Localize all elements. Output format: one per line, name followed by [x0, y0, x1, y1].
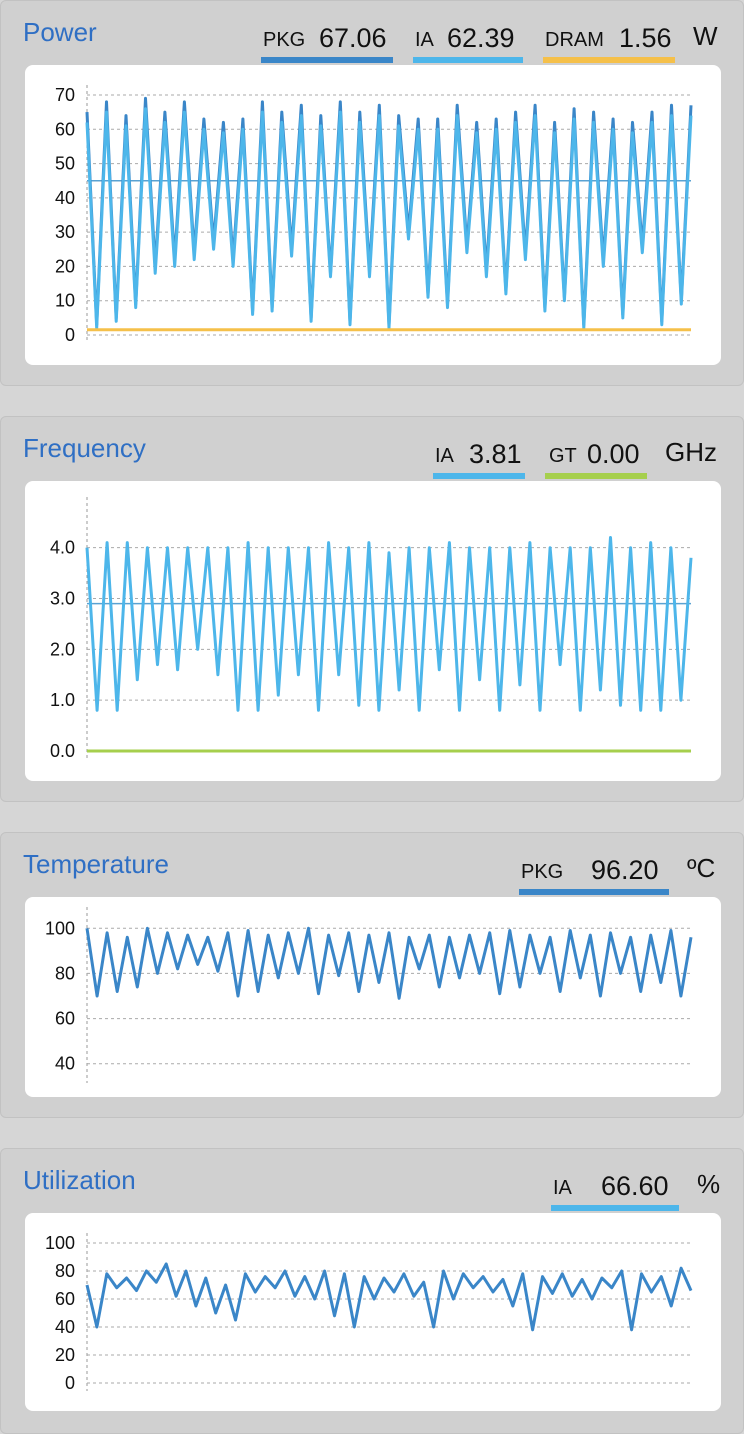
- legend-gt: GT 0.00: [545, 439, 647, 479]
- legend-pkg: PKG 67.06: [261, 23, 393, 63]
- y-tick-label: 3.0: [50, 589, 75, 609]
- series-line-ia: [85, 536, 693, 712]
- y-tick-label: 40: [55, 1054, 75, 1074]
- y-tick-label: 50: [55, 154, 75, 174]
- y-tick-label: 60: [55, 1289, 75, 1309]
- temperature-unit: ºC: [687, 853, 716, 883]
- y-tick-label: 70: [55, 85, 75, 105]
- legend-ia: IA 3.81: [433, 439, 525, 479]
- legend-label: PKG: [263, 29, 306, 51]
- legend-label: PKG: [521, 861, 564, 883]
- y-tick-label: 0.0: [50, 741, 75, 761]
- y-tick-label: 0: [65, 325, 75, 345]
- utilization-unit: %: [697, 1169, 721, 1199]
- y-tick-label: 2.0: [50, 639, 75, 659]
- utilization-panel: Utilization IA 66.60 % 0 20 40 60 80 100: [0, 1148, 744, 1434]
- temperature-chart-svg: 40 60 80 100: [45, 907, 693, 1083]
- power-chart-svg: 0 10 20 30 40 50 60 70: [55, 85, 693, 345]
- legend-label: GT: [549, 445, 577, 467]
- y-tick-label: 100: [45, 1233, 75, 1253]
- frequency-unit: GHz: [665, 437, 717, 467]
- power-chart: 0 10 20 30 40 50 60 70: [25, 65, 721, 365]
- y-tick-label: 20: [55, 256, 75, 276]
- legend-value: 1.56: [619, 23, 672, 53]
- y-tick-label: 60: [55, 119, 75, 139]
- series-line-ia: [85, 1262, 693, 1332]
- y-tick-label: 1.0: [50, 690, 75, 710]
- y-tick-label: 40: [55, 188, 75, 208]
- legend-color-bar: [413, 57, 523, 63]
- y-tick-label: 80: [55, 963, 75, 983]
- legend-value: 0.00: [587, 439, 640, 469]
- y-tick-label: 4.0: [50, 538, 75, 558]
- temperature-title: Temperature: [23, 849, 169, 879]
- legend-ia: IA 62.39: [413, 23, 523, 63]
- frequency-chart-svg: 0.0 1.0 2.0 3.0 4.0: [50, 497, 693, 761]
- series-line-ia: [85, 107, 693, 330]
- power-unit: W: [693, 21, 718, 51]
- legend-value: 3.81: [469, 439, 522, 469]
- legend-color-bar: [543, 57, 675, 63]
- legend-ia: IA 66.60: [551, 1171, 679, 1211]
- legend-label: IA: [435, 445, 454, 467]
- temperature-chart: 40 60 80 100: [25, 897, 721, 1097]
- y-tick-label: 10: [55, 291, 75, 311]
- utilization-chart: 0 20 40 60 80 100: [25, 1213, 721, 1411]
- legend-label: DRAM: [545, 29, 604, 51]
- power-panel: Power PKG 67.06 IA 62.39 DRAM 1.56 W 0 10…: [0, 0, 744, 386]
- frequency-title: Frequency: [23, 433, 146, 463]
- y-tick-label: 30: [55, 222, 75, 242]
- y-tick-label: 100: [45, 918, 75, 938]
- frequency-panel: Frequency IA 3.81 GT 0.00 GHz 0.0 1.0 2.0 3…: [0, 416, 744, 802]
- legend-value: 67.06: [319, 23, 387, 53]
- y-tick-label: 0: [65, 1373, 75, 1393]
- y-tick-label: 20: [55, 1345, 75, 1365]
- legend-pkg: PKG 96.20: [519, 855, 669, 895]
- y-tick-label: 60: [55, 1009, 75, 1029]
- frequency-chart: 0.0 1.0 2.0 3.0 4.0: [25, 481, 721, 781]
- legend-label: IA: [415, 29, 434, 51]
- utilization-title: Utilization: [23, 1165, 136, 1195]
- legend-color-bar: [261, 57, 393, 63]
- utilization-chart-svg: 0 20 40 60 80 100: [45, 1233, 693, 1393]
- legend-color-bar: [519, 889, 669, 895]
- legend-value: 96.20: [591, 855, 659, 885]
- y-tick-label: 40: [55, 1317, 75, 1337]
- legend-dram: DRAM 1.56: [543, 23, 675, 63]
- temperature-panel: Temperature PKG 96.20 ºC 40 60 80 100: [0, 832, 744, 1118]
- legend-value: 66.60: [601, 1171, 669, 1201]
- series-line-pkg: [85, 926, 693, 1000]
- legend-color-bar: [551, 1205, 679, 1211]
- power-title: Power: [23, 17, 97, 47]
- legend-color-bar: [433, 473, 525, 479]
- legend-color-bar: [545, 473, 647, 479]
- legend-label: IA: [553, 1177, 572, 1199]
- y-tick-label: 80: [55, 1261, 75, 1281]
- legend-value: 62.39: [447, 23, 515, 53]
